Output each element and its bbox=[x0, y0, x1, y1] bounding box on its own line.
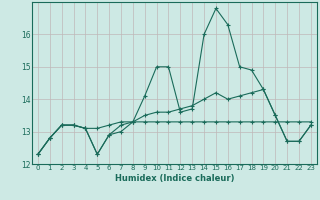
X-axis label: Humidex (Indice chaleur): Humidex (Indice chaleur) bbox=[115, 174, 234, 183]
